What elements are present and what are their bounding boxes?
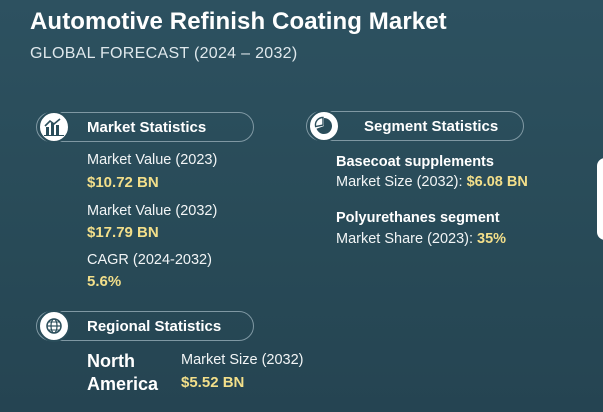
market-value-2032-label: Market Value (2032): [87, 203, 218, 219]
market-value-2023-value: $10.72 BN: [87, 174, 159, 191]
region-name: North America: [87, 350, 158, 396]
polyurethanes-market-share-value: 35%: [477, 231, 507, 247]
region-name-line2: America: [87, 374, 159, 394]
polyurethanes-market-share-label: Market Share (2023):: [336, 231, 474, 247]
page-title: Automotive Refinish Coating Market: [30, 8, 447, 35]
market-value-2032-value: $17.79 BN: [87, 224, 159, 241]
globe-icon: [38, 310, 70, 342]
cagr-value: 5.6%: [87, 273, 122, 290]
basecoat-market-size-value: $6.08 BN: [466, 174, 528, 190]
regional-market-size-label: Market Size (2032): [181, 352, 304, 368]
basecoat-market-size-label: Market Size (2032):: [336, 174, 463, 190]
bar-chart-icon: [38, 111, 70, 143]
regional-market-size-value: $5.52 BN: [181, 374, 245, 391]
basecoat-segment-name: Basecoat supplements: [336, 154, 494, 170]
market-statistics-heading: Market Statistics: [87, 119, 207, 136]
regional-statistics-pill: [36, 311, 254, 341]
pie-chart-icon: [308, 110, 340, 142]
segment-statistics-heading: Segment Statistics: [364, 118, 499, 135]
polyurethanes-market-share: Market Share (2023): 35%: [336, 231, 506, 247]
segment-statistics-pill: [306, 111, 524, 141]
basecoat-market-size: Market Size (2032): $6.08 BN: [336, 174, 528, 190]
region-name-line1: North: [87, 351, 135, 371]
regional-statistics-heading: Regional Statistics: [87, 318, 222, 335]
market-value-2023-label: Market Value (2023): [87, 152, 218, 168]
cagr-label: CAGR (2024-2032): [87, 252, 212, 268]
page-subtitle: GLOBAL FORECAST (2024 – 2032): [30, 45, 298, 62]
market-statistics-pill: [36, 112, 254, 142]
polyurethanes-segment-name: Polyurethanes segment: [336, 210, 500, 226]
side-tab: [597, 158, 603, 240]
